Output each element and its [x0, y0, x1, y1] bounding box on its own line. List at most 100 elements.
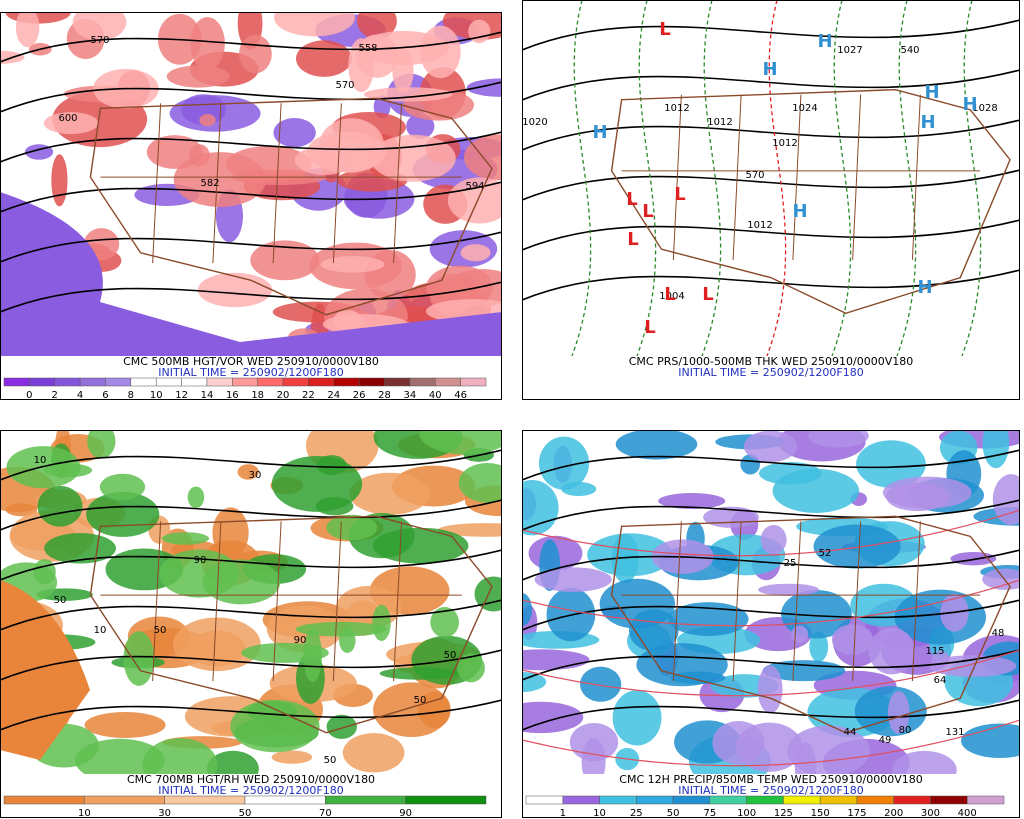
shaded-area	[15, 12, 40, 48]
contour-label: 64	[934, 675, 947, 686]
colorbar-swatch	[84, 795, 165, 805]
contour-line	[522, 449, 1020, 481]
colorbar-swatch	[333, 377, 360, 387]
shaded-area	[166, 65, 230, 88]
map-panel: 570 558 570 600 582 594 CMC 500MB HGT/VOR WED …	[0, 12, 502, 401]
initial-time: INITIAL TIME = 250902/1200F180	[158, 366, 343, 379]
shaded-area	[316, 455, 347, 476]
shaded-area	[295, 621, 387, 637]
shaded-area	[99, 473, 146, 501]
shaded-area	[87, 430, 116, 459]
shaded-area	[760, 524, 787, 555]
shaded-area	[982, 430, 1010, 469]
shaded-area	[791, 625, 809, 644]
colorbar-swatch	[308, 377, 335, 387]
contour-line	[522, 219, 1020, 251]
country-border	[89, 515, 493, 734]
shaded-area	[658, 492, 726, 509]
low-pressure-marker: L	[664, 284, 675, 305]
initial-time: INITIAL TIME = 250902/1200F180	[678, 366, 863, 379]
shaded-area	[230, 699, 320, 753]
shaded-area	[743, 430, 798, 463]
country-border	[610, 515, 1011, 734]
colorbar-label: 300	[921, 808, 940, 819]
colorbar-swatch	[930, 795, 968, 805]
colorbar-swatch	[672, 795, 711, 805]
colorbar-swatch	[3, 377, 30, 387]
shaded-area	[772, 468, 860, 513]
shaded-area	[271, 750, 313, 764]
shaded-area	[342, 733, 405, 773]
contour-label: 25	[784, 558, 797, 569]
shaded-area	[336, 585, 402, 629]
shaded-area	[392, 48, 414, 93]
low-pressure-marker: L	[702, 284, 713, 305]
state-border	[332, 521, 342, 682]
shaded-area	[356, 12, 397, 39]
contour-label: 52	[819, 548, 832, 559]
colorbar-swatch	[105, 377, 132, 387]
initial-time: INITIAL TIME = 250902/1200F180	[158, 784, 343, 797]
colorbar-swatch	[893, 795, 931, 805]
contour-label: 48	[992, 628, 1005, 639]
shaded-area	[237, 464, 259, 480]
contour-line	[522, 549, 1020, 581]
shaded-area	[207, 750, 259, 774]
colorbar-swatch	[405, 795, 487, 805]
shaded-area	[0, 580, 90, 760]
caption-background	[523, 356, 1019, 378]
shaded-area	[370, 134, 456, 182]
state-border	[152, 103, 162, 264]
colorbar-swatch	[409, 377, 436, 387]
shaded-area	[294, 145, 355, 175]
contour-label: 90	[194, 555, 207, 566]
colorbar-label: 0	[26, 390, 32, 401]
state-border	[732, 521, 742, 682]
contour-label: 1012	[664, 103, 689, 114]
colorbar-swatch	[325, 795, 406, 805]
colorbar-label: 100	[737, 808, 756, 819]
shaded-area	[447, 177, 502, 224]
colorbar-swatch	[460, 377, 487, 387]
shaded-area	[43, 112, 99, 135]
shaded-area	[51, 154, 68, 207]
colorbar-swatch	[358, 377, 385, 387]
caption-background	[1, 356, 501, 378]
shaded-area	[349, 472, 431, 515]
map-background	[522, 0, 1020, 356]
low-pressure-marker: L	[626, 189, 637, 210]
shaded-area	[882, 476, 972, 509]
colorbar-swatch	[856, 795, 894, 805]
contour-label: 582	[200, 178, 219, 189]
state-border	[272, 103, 282, 264]
contour-line	[0, 499, 502, 531]
country-border	[610, 88, 1011, 315]
contour-line	[0, 449, 502, 481]
map-panel: 50 50 10 30 90 50 50 10 50 90 CMC 700MB HGT/RH WED…	[0, 430, 502, 819]
shaded-area	[868, 627, 916, 675]
colorbar-label: 12	[175, 390, 188, 401]
colorbar-label: 50	[667, 808, 680, 819]
contour-label: 50	[414, 695, 427, 706]
shaded-area	[273, 117, 316, 148]
shaded-area	[303, 628, 322, 683]
contour-label: 1012	[772, 138, 797, 149]
shaded-area	[226, 146, 312, 183]
state-border	[152, 521, 162, 682]
colorbar-label: 24	[327, 390, 340, 401]
shaded-area	[430, 607, 459, 638]
contour-line	[522, 19, 1020, 51]
shaded-area	[928, 655, 1017, 677]
colorbar-label: 75	[703, 808, 716, 819]
colorbar-swatch	[599, 795, 637, 805]
colorbar-label: 90	[399, 808, 412, 819]
colorbar-label: 10	[78, 808, 91, 819]
colorbar-swatch	[206, 377, 233, 387]
shaded-area	[587, 533, 673, 577]
high-pressure-marker: H	[592, 122, 607, 143]
shaded-area	[581, 738, 606, 774]
temperature-line	[522, 579, 1020, 627]
state-border	[852, 521, 862, 682]
shaded-area	[84, 712, 166, 738]
colorbar-label: 8	[128, 390, 134, 401]
